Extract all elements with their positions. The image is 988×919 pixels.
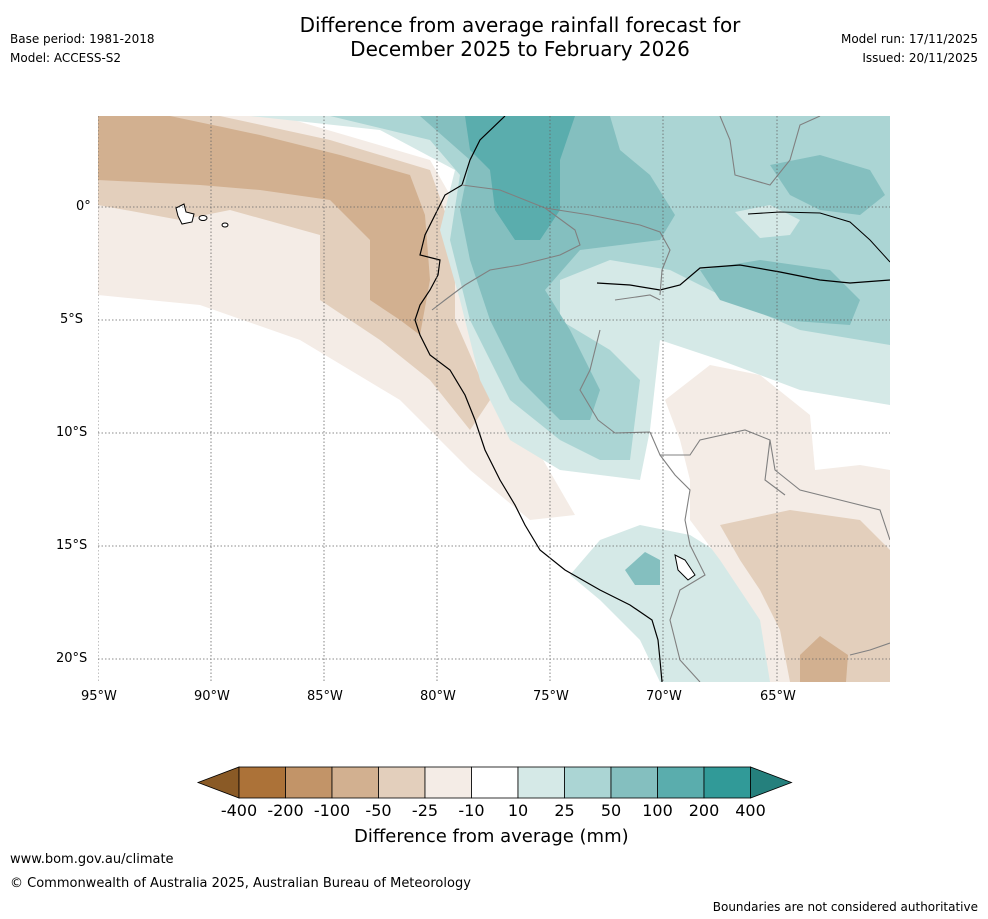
colorbar-title: Difference from average (mm) — [354, 826, 629, 847]
lon-label-70w: 70°W — [646, 689, 682, 704]
galapagos-3 — [221, 222, 229, 228]
colorbar-swatch — [285, 766, 333, 799]
galapagos-2 — [198, 215, 208, 221]
colorbar-swatch — [564, 766, 612, 799]
colorbar-label: 200 — [688, 801, 720, 820]
colorbar-label: 10 — [507, 801, 529, 820]
wet-pocket-south — [625, 552, 660, 585]
colorbar-label: -400 — [220, 801, 258, 820]
river-north — [747, 211, 890, 263]
lat-label-5s: 5°S — [60, 312, 84, 327]
colorbar-label: -10 — [458, 801, 485, 820]
map-title: Difference from average rainfall forecas… — [220, 13, 820, 61]
colorbar-arrow-high — [750, 766, 793, 799]
colorbar-swatch — [703, 766, 751, 799]
lon-label-85w: 85°W — [307, 689, 343, 704]
lon-label-95w: 95°W — [81, 689, 117, 704]
amazon-river — [596, 264, 890, 291]
colorbar-swatch — [471, 766, 519, 799]
colorbar-label: 25 — [554, 801, 575, 820]
colorbar-swatch — [610, 766, 658, 799]
colorbar-swatch — [378, 766, 426, 799]
country-boundaries — [431, 116, 890, 682]
colorbar-label: 400 — [735, 801, 766, 820]
wet-region-strong — [465, 116, 575, 240]
colorbar-label: 50 — [600, 801, 622, 820]
lon-label-65w: 65°W — [760, 689, 796, 704]
lat-label-0: 0° — [76, 199, 91, 214]
colorbar-label: -25 — [411, 801, 439, 820]
wet-region-medium-amazon — [700, 260, 860, 325]
colorbar-label: 100 — [642, 801, 673, 820]
colorbar-swatch — [238, 766, 286, 799]
colorbar-swatch — [517, 766, 565, 799]
wet-region-medium-east — [770, 155, 885, 215]
colorbar-label: -50 — [365, 801, 392, 820]
colorbar-swatch — [424, 766, 472, 799]
disclaimer-text: Boundaries are not considered authoritat… — [712, 900, 978, 914]
lat-label-10s: 10°S — [56, 425, 88, 440]
title-line-1: Difference from average rainfall forecas… — [299, 13, 741, 37]
dry-region-medium — [98, 116, 430, 335]
model-text: Model: ACCESS-S2 — [10, 51, 122, 65]
base-period-text: Base period: 1981-2018 — [10, 32, 155, 46]
gridlines — [98, 116, 890, 682]
copyright-text: © Commonwealth of Australia 2025, Austra… — [10, 876, 471, 891]
lon-label-80w: 80°W — [420, 689, 456, 704]
lat-label-20s: 20°S — [56, 651, 88, 666]
galapagos — [175, 203, 195, 225]
dry-region-southeast-2 — [720, 510, 890, 682]
colorbar-swatch — [657, 766, 705, 799]
lat-label-15s: 15°S — [56, 538, 88, 553]
colorbar-swatch — [331, 766, 379, 799]
colorbar-label: -100 — [313, 801, 351, 820]
model-run-text: Model run: 17/11/2025 — [840, 32, 978, 46]
colorbar-label: -200 — [267, 801, 304, 820]
wet-region-medium — [420, 116, 675, 420]
lon-label-75w: 75°W — [533, 689, 569, 704]
lon-label-90w: 90°W — [194, 689, 230, 704]
issued-text: Issued: 20/11/2025 — [862, 51, 978, 65]
colorbar-arrow-low — [196, 766, 240, 799]
website-text: www.bom.gov.au/climate — [10, 852, 174, 867]
wet-pocket-white — [735, 205, 800, 238]
title-line-2: December 2025 to February 2026 — [350, 37, 690, 61]
lake-titicaca — [674, 554, 696, 581]
